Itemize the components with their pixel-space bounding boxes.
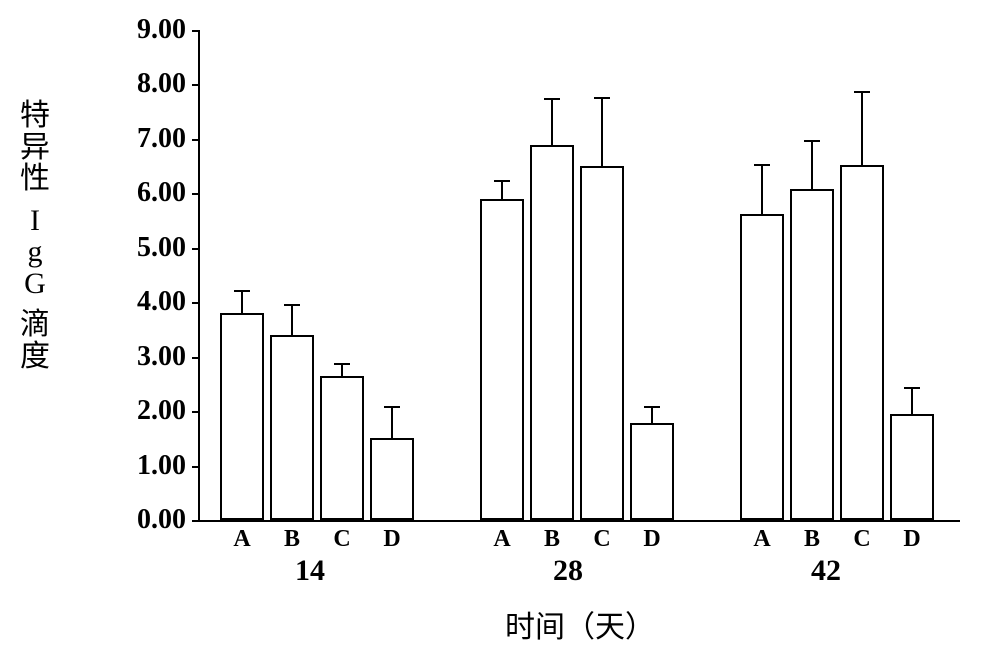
bar-category-label: D xyxy=(890,526,934,553)
bar xyxy=(480,199,524,520)
bar-category-label: D xyxy=(370,526,414,553)
group-label: 28 xyxy=(528,554,608,588)
y-axis-label: 特异性IgG滴度 xyxy=(18,100,52,372)
x-axis-line xyxy=(198,520,960,522)
y-tick-label: 7.00 xyxy=(106,123,186,155)
error-cap xyxy=(854,91,870,93)
y-axis-label-char: 滴 xyxy=(18,309,52,341)
y-tick-label: 8.00 xyxy=(106,68,186,100)
y-tick-label: 0.00 xyxy=(106,504,186,536)
y-axis-label-char: I xyxy=(18,205,52,237)
bar xyxy=(220,313,264,520)
bar-category-label: B xyxy=(530,526,574,553)
error-bar xyxy=(811,141,813,189)
group-label: 42 xyxy=(786,554,866,588)
error-bar xyxy=(911,388,913,414)
bar xyxy=(530,145,574,520)
error-cap xyxy=(544,98,560,100)
error-bar xyxy=(341,364,343,376)
error-bar xyxy=(761,165,763,214)
y-tick-label: 6.00 xyxy=(106,177,186,209)
bar-category-label: C xyxy=(320,526,364,553)
error-cap xyxy=(384,406,400,408)
bar xyxy=(320,376,364,520)
bar-category-label: C xyxy=(580,526,624,553)
bar xyxy=(790,189,834,520)
error-cap xyxy=(234,290,250,292)
y-tick-label: 9.00 xyxy=(106,14,186,46)
figure: 0.00 1.00 2.00 3.00 4.00 5.00 6.00 7.00 8.00 9.00… xyxy=(0,0,1000,661)
error-bar xyxy=(601,98,603,166)
error-bar xyxy=(391,407,393,439)
y-axis-label-char: 异 xyxy=(18,132,52,164)
error-cap xyxy=(644,406,660,408)
error-bar xyxy=(241,291,243,313)
error-bar xyxy=(501,181,503,198)
bar xyxy=(580,166,624,520)
y-tick-label: 1.00 xyxy=(106,450,186,482)
bar xyxy=(370,438,414,520)
y-tick-label: 2.00 xyxy=(106,395,186,427)
y-tick xyxy=(192,84,200,86)
bar-category-label: C xyxy=(840,526,884,553)
x-axis-label-text: 时间（天） xyxy=(505,611,655,644)
error-bar xyxy=(551,99,553,145)
y-tick xyxy=(192,30,200,32)
error-cap xyxy=(284,304,300,306)
y-axis-line xyxy=(198,30,200,522)
y-tick-label: 4.00 xyxy=(106,286,186,318)
y-tick xyxy=(192,357,200,359)
bar xyxy=(840,165,884,520)
bar-category-label: A xyxy=(740,526,784,553)
bar-category-label: B xyxy=(270,526,314,553)
bar-category-label: B xyxy=(790,526,834,553)
error-cap xyxy=(804,140,820,142)
error-cap xyxy=(754,164,770,166)
bar-category-label: D xyxy=(630,526,674,553)
y-tick xyxy=(192,520,200,522)
y-axis-label-char: 特 xyxy=(18,100,52,132)
y-tick xyxy=(192,193,200,195)
error-cap xyxy=(494,180,510,182)
y-axis-label-char: G xyxy=(18,268,52,300)
y-tick xyxy=(192,248,200,250)
bar xyxy=(270,335,314,520)
y-tick xyxy=(192,139,200,141)
y-tick xyxy=(192,302,200,304)
error-bar xyxy=(291,305,293,335)
y-tick-label: 3.00 xyxy=(106,341,186,373)
y-tick-label: 5.00 xyxy=(106,232,186,264)
y-axis-label-char: 度 xyxy=(18,341,52,373)
error-cap xyxy=(594,97,610,99)
y-axis-label-char: g xyxy=(18,236,52,268)
bar xyxy=(890,414,934,520)
error-bar xyxy=(861,92,863,166)
bar xyxy=(740,214,784,520)
bar xyxy=(630,423,674,520)
error-cap xyxy=(904,387,920,389)
bar-category-label: A xyxy=(220,526,264,553)
y-tick xyxy=(192,466,200,468)
group-label: 14 xyxy=(270,554,350,588)
bar-category-label: A xyxy=(480,526,524,553)
x-axis-label: 时间（天） xyxy=(460,602,700,646)
error-bar xyxy=(651,407,653,423)
y-tick xyxy=(192,411,200,413)
y-axis-label-char: 性 xyxy=(18,163,52,195)
error-cap xyxy=(334,363,350,365)
